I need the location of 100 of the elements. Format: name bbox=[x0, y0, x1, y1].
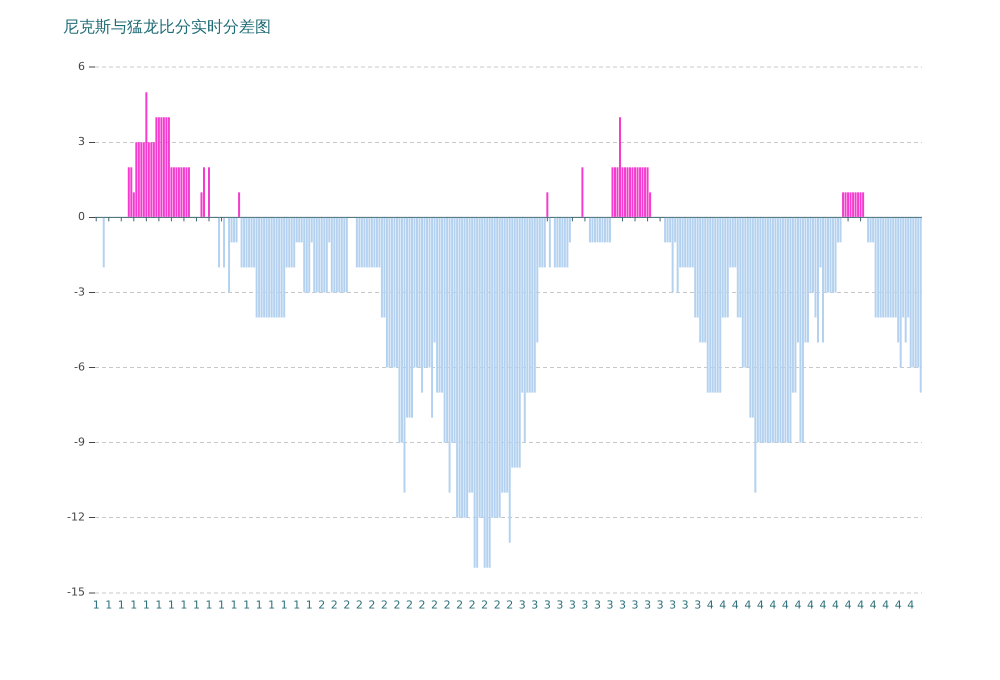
bar bbox=[444, 218, 446, 443]
bar bbox=[834, 218, 837, 292]
x-tick-label: 1 bbox=[256, 598, 263, 612]
y-tick-label: 6 bbox=[78, 60, 85, 74]
bar bbox=[736, 218, 739, 318]
y-tick-label: -12 bbox=[67, 510, 85, 524]
x-tick-label: 4 bbox=[820, 598, 827, 612]
bar bbox=[258, 218, 260, 318]
bar bbox=[666, 218, 669, 242]
bar bbox=[914, 218, 917, 368]
bar bbox=[128, 167, 130, 217]
bar bbox=[874, 218, 877, 318]
bar bbox=[363, 218, 366, 268]
x-tick-label: 1 bbox=[192, 598, 200, 612]
x-tick-label: 1 bbox=[105, 598, 112, 612]
bar bbox=[832, 218, 834, 292]
bar bbox=[528, 218, 531, 393]
bar bbox=[238, 192, 240, 217]
bar bbox=[140, 142, 142, 217]
bar bbox=[762, 218, 764, 443]
bar bbox=[749, 218, 752, 418]
bar bbox=[860, 192, 862, 217]
bar bbox=[288, 218, 290, 268]
bar bbox=[566, 218, 568, 268]
bar bbox=[461, 218, 464, 518]
bar bbox=[714, 218, 716, 393]
bar bbox=[611, 167, 614, 217]
x-tick-label: 3 bbox=[544, 598, 551, 612]
bar bbox=[496, 218, 498, 518]
bar bbox=[408, 218, 410, 418]
bar bbox=[904, 218, 907, 343]
bar bbox=[208, 167, 210, 217]
bar bbox=[709, 218, 712, 393]
bar bbox=[366, 218, 368, 268]
bar bbox=[373, 218, 376, 268]
bar bbox=[360, 218, 363, 268]
bar bbox=[920, 218, 922, 393]
bar bbox=[346, 218, 348, 292]
chart-title: 尼克斯与猛龙比分实时分差图 bbox=[63, 16, 271, 36]
x-tick-label: 1 bbox=[218, 598, 226, 612]
bar bbox=[786, 218, 789, 443]
bar bbox=[732, 218, 734, 268]
bar bbox=[338, 218, 340, 292]
x-tick-label: 2 bbox=[318, 598, 326, 612]
bar bbox=[233, 218, 236, 242]
x-tick-label: 4 bbox=[844, 598, 852, 612]
bar bbox=[403, 218, 406, 493]
bar bbox=[410, 218, 413, 418]
x-tick-label: 4 bbox=[769, 598, 776, 612]
y-tick-label: 0 bbox=[78, 210, 85, 224]
bar bbox=[488, 218, 491, 568]
bar bbox=[672, 218, 674, 292]
x-tick-label: 1 bbox=[142, 598, 150, 612]
bar bbox=[847, 192, 850, 217]
x-tick-label: 1 bbox=[306, 598, 313, 612]
x-tick-label: 4 bbox=[857, 598, 864, 612]
bar bbox=[712, 218, 714, 393]
bar bbox=[632, 167, 634, 217]
y-tick-label: -6 bbox=[74, 360, 85, 374]
x-tick-label: 2 bbox=[506, 598, 514, 612]
bar bbox=[218, 218, 220, 268]
bar bbox=[188, 167, 190, 217]
y-tick-label: 3 bbox=[78, 135, 85, 148]
bar bbox=[486, 218, 488, 568]
bar bbox=[330, 218, 333, 292]
x-tick-label: 4 bbox=[907, 598, 914, 612]
bar bbox=[290, 218, 293, 268]
bar bbox=[368, 218, 370, 268]
bar bbox=[436, 218, 438, 393]
bar bbox=[243, 218, 246, 268]
bar bbox=[228, 218, 230, 292]
bar bbox=[386, 218, 388, 368]
bar bbox=[160, 117, 162, 217]
bar bbox=[268, 218, 270, 318]
bar bbox=[854, 192, 857, 217]
x-tick-label: 3 bbox=[669, 598, 676, 612]
bar bbox=[168, 117, 170, 217]
bar bbox=[842, 192, 844, 217]
bar bbox=[544, 218, 546, 268]
bar bbox=[145, 92, 148, 217]
bar bbox=[474, 218, 476, 568]
bar bbox=[236, 218, 238, 242]
bar bbox=[862, 192, 864, 217]
bar bbox=[789, 218, 792, 443]
x-tick-label: 3 bbox=[656, 598, 664, 612]
bar bbox=[458, 218, 461, 518]
bar bbox=[682, 218, 684, 268]
bar bbox=[336, 218, 338, 292]
bar bbox=[431, 218, 434, 418]
x-tick-label: 3 bbox=[619, 598, 626, 612]
bar bbox=[716, 218, 719, 393]
x-tick-label: 3 bbox=[531, 598, 538, 612]
bar bbox=[779, 218, 782, 443]
bar bbox=[240, 218, 243, 268]
x-tick-label: 2 bbox=[431, 598, 438, 612]
x-tick-label: 4 bbox=[706, 598, 714, 612]
bar bbox=[598, 218, 601, 242]
bar bbox=[185, 167, 188, 217]
bar bbox=[178, 167, 180, 217]
bar bbox=[306, 218, 308, 292]
